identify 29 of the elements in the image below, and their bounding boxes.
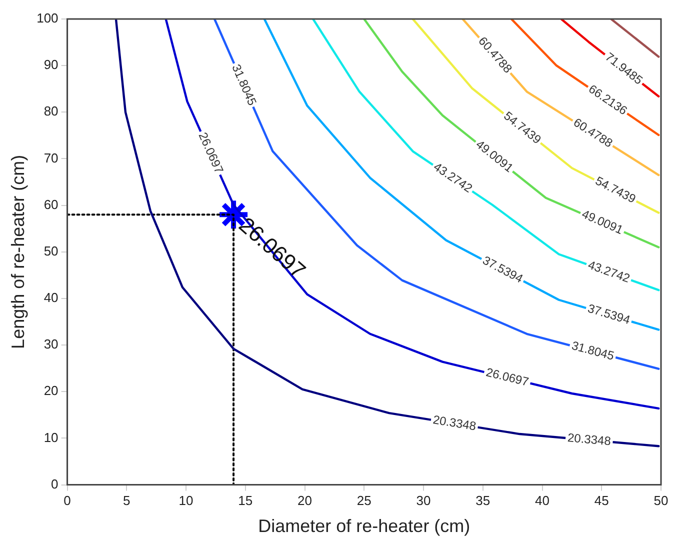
x-tick-label: 40: [535, 493, 550, 508]
x-tick-label: 10: [178, 493, 194, 508]
y-tick-label: 30: [44, 336, 58, 352]
x-tick-label: 15: [238, 493, 253, 508]
x-tick-label: 20: [298, 493, 312, 508]
y-tick-label: 70: [44, 150, 58, 166]
y-tick-label: 80: [44, 104, 58, 119]
x-tick-label: 25: [356, 493, 372, 508]
x-tick-label: 50: [654, 493, 668, 508]
text: 20.3348: [567, 430, 612, 448]
x-tick-label: 30: [416, 493, 431, 508]
text: 20.3348: [432, 412, 478, 434]
text: 26.0697: [484, 365, 530, 389]
y-tick-label: 10: [44, 430, 58, 445]
y-tick-label: 40: [44, 290, 58, 306]
text: 31.8045: [570, 338, 616, 363]
y-tick-label: 0: [51, 476, 58, 492]
y-axis-title: Length of re-heater (cm): [8, 154, 28, 349]
y-tick-label: 50: [44, 243, 58, 258]
x-tick-label: 45: [594, 493, 609, 508]
x-tick-label: 0: [64, 493, 71, 508]
x-tick-label: 5: [123, 493, 130, 508]
x-axis-title: Diameter of re-heater (cm): [258, 516, 470, 536]
x-tick-label: 35: [476, 493, 490, 508]
y-tick-label: 60: [44, 196, 58, 212]
y-tick-label: 20: [44, 383, 58, 398]
y-tick-label: 90: [44, 57, 58, 72]
y-tick-label: 100: [36, 10, 58, 26]
text: 37.5394: [586, 301, 632, 328]
